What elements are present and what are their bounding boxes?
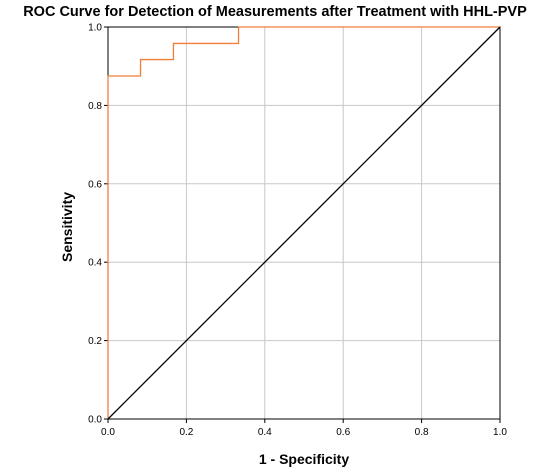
x-tick-label: 1.0 xyxy=(493,427,507,438)
y-tick-label: 0.6 xyxy=(88,179,102,190)
grid xyxy=(108,27,500,419)
x-tick-label: 0.8 xyxy=(415,427,429,438)
chart-title: ROC Curve for Detection of Measurements … xyxy=(23,4,527,20)
y-tick-label: 0.8 xyxy=(88,101,102,112)
x-tick-label: 0.6 xyxy=(336,427,350,438)
y-tick-label: 1.0 xyxy=(88,23,102,34)
x-tick-label: 0.2 xyxy=(179,427,193,438)
x-axis-label: 1 - Specificity xyxy=(258,451,350,467)
x-tick-label: 0.0 xyxy=(101,427,115,438)
reference-diagonal-line xyxy=(107,26,501,420)
ticks: 0.0 0.2 0.4 0.6 0.8 1.0 0.0 0.2 0.4 0.6 0.8 1.0 xyxy=(88,23,507,439)
y-tick-label: 0.0 xyxy=(88,415,102,426)
y-tick-label: 0.4 xyxy=(88,258,102,269)
y-axis-label: Sensitivity xyxy=(59,191,75,263)
series xyxy=(107,26,501,420)
y-tick-label: 0.2 xyxy=(88,336,102,347)
x-tick-label: 0.4 xyxy=(258,427,272,438)
roc-curve-line xyxy=(107,26,500,419)
